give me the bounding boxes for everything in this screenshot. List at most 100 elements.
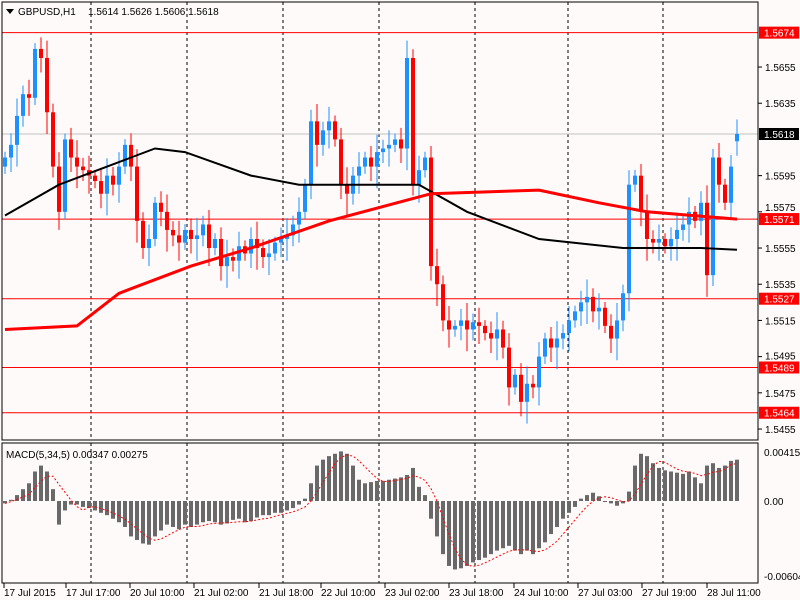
candle[interactable] (207, 210, 211, 267)
candle[interactable] (141, 212, 145, 259)
candle[interactable] (339, 127, 343, 200)
candle[interactable] (15, 98, 19, 167)
candle[interactable] (435, 248, 439, 306)
candle[interactable] (591, 288, 595, 323)
time-axis[interactable]: 17 Jul 2015 17 Jul 17:00 20 Jul 10:00 21 Ju… (3, 583, 761, 599)
candle[interactable] (9, 133, 13, 173)
candle[interactable] (153, 196, 157, 247)
candle[interactable] (519, 363, 523, 417)
macd-panel[interactable] (3, 451, 739, 570)
candle[interactable] (21, 85, 25, 127)
candle[interactable] (525, 366, 529, 424)
candle[interactable] (375, 134, 379, 189)
candle[interactable] (135, 149, 139, 243)
candle[interactable] (627, 170, 631, 312)
candle[interactable] (573, 305, 577, 328)
candle[interactable] (315, 103, 319, 167)
candle[interactable] (381, 139, 385, 163)
candle[interactable] (477, 307, 481, 344)
candle[interactable] (615, 303, 619, 361)
candle[interactable] (669, 227, 673, 261)
candle[interactable] (45, 40, 49, 134)
candle[interactable] (729, 154, 733, 218)
candle[interactable] (567, 305, 571, 352)
candle[interactable] (405, 40, 409, 171)
price-axis[interactable]: 1.5655 1.5635 1.5595 1.5575 1.5555 1.5535 1.55… (758, 26, 800, 583)
candle[interactable] (123, 139, 127, 174)
candle[interactable] (189, 218, 193, 254)
candle[interactable] (585, 279, 589, 325)
candle[interactable] (183, 224, 187, 250)
candle[interactable] (327, 106, 331, 149)
candle[interactable] (201, 215, 205, 247)
candle[interactable] (717, 143, 721, 203)
candle[interactable] (723, 178, 727, 211)
candles[interactable] (3, 37, 739, 424)
candle[interactable] (465, 303, 469, 352)
candle[interactable] (393, 133, 397, 153)
candle[interactable] (237, 231, 241, 279)
candle[interactable] (699, 191, 703, 236)
candle[interactable] (357, 152, 361, 194)
candle[interactable] (705, 185, 709, 297)
candle[interactable] (111, 166, 115, 196)
candle[interactable] (645, 194, 649, 261)
candle[interactable] (483, 320, 487, 341)
candle[interactable] (543, 332, 547, 364)
candle[interactable] (27, 79, 31, 116)
candle[interactable] (459, 308, 463, 341)
candle[interactable] (495, 312, 499, 361)
candle[interactable] (531, 375, 535, 399)
candle[interactable] (3, 151, 7, 174)
candle[interactable] (81, 157, 85, 182)
candle[interactable] (213, 233, 217, 256)
candle[interactable] (147, 224, 151, 267)
candle[interactable] (489, 321, 493, 354)
candle[interactable] (417, 155, 421, 203)
candle[interactable] (681, 215, 685, 241)
candle[interactable] (597, 293, 601, 330)
candle[interactable] (165, 194, 169, 252)
candle[interactable] (735, 119, 739, 156)
candle[interactable] (411, 49, 415, 196)
candle[interactable] (537, 342, 541, 406)
candle[interactable] (507, 333, 511, 406)
candle[interactable] (267, 238, 271, 276)
candle[interactable] (561, 324, 565, 350)
candle[interactable] (579, 290, 583, 326)
candle[interactable] (75, 140, 79, 189)
candle[interactable] (555, 321, 559, 370)
candle[interactable] (177, 220, 181, 261)
candle[interactable] (609, 314, 613, 354)
candle[interactable] (387, 130, 391, 167)
candle[interactable] (399, 127, 403, 163)
candle[interactable] (369, 145, 373, 182)
candle[interactable] (225, 239, 229, 288)
candle[interactable] (687, 197, 691, 243)
candle[interactable] (219, 227, 223, 281)
candle[interactable] (297, 197, 301, 243)
candle[interactable] (513, 368, 517, 395)
triangle-down-icon[interactable] (6, 9, 14, 14)
candle[interactable] (453, 320, 457, 337)
candle[interactable] (633, 169, 637, 192)
candle[interactable] (99, 169, 103, 209)
candle[interactable] (471, 313, 475, 341)
candle[interactable] (321, 121, 325, 156)
candle[interactable] (171, 221, 175, 247)
candle[interactable] (93, 169, 97, 189)
candle[interactable] (51, 103, 55, 178)
candle[interactable] (291, 215, 295, 247)
candle[interactable] (285, 217, 289, 261)
candle[interactable] (363, 151, 367, 174)
candle[interactable] (195, 217, 199, 261)
candle[interactable] (447, 305, 451, 348)
candle[interactable] (33, 43, 37, 106)
candle[interactable] (159, 191, 163, 227)
candle[interactable] (549, 326, 553, 363)
candle[interactable] (39, 37, 43, 73)
candle[interactable] (663, 233, 667, 254)
candle[interactable] (651, 230, 655, 254)
candle[interactable] (501, 320, 505, 359)
candle[interactable] (675, 212, 679, 261)
